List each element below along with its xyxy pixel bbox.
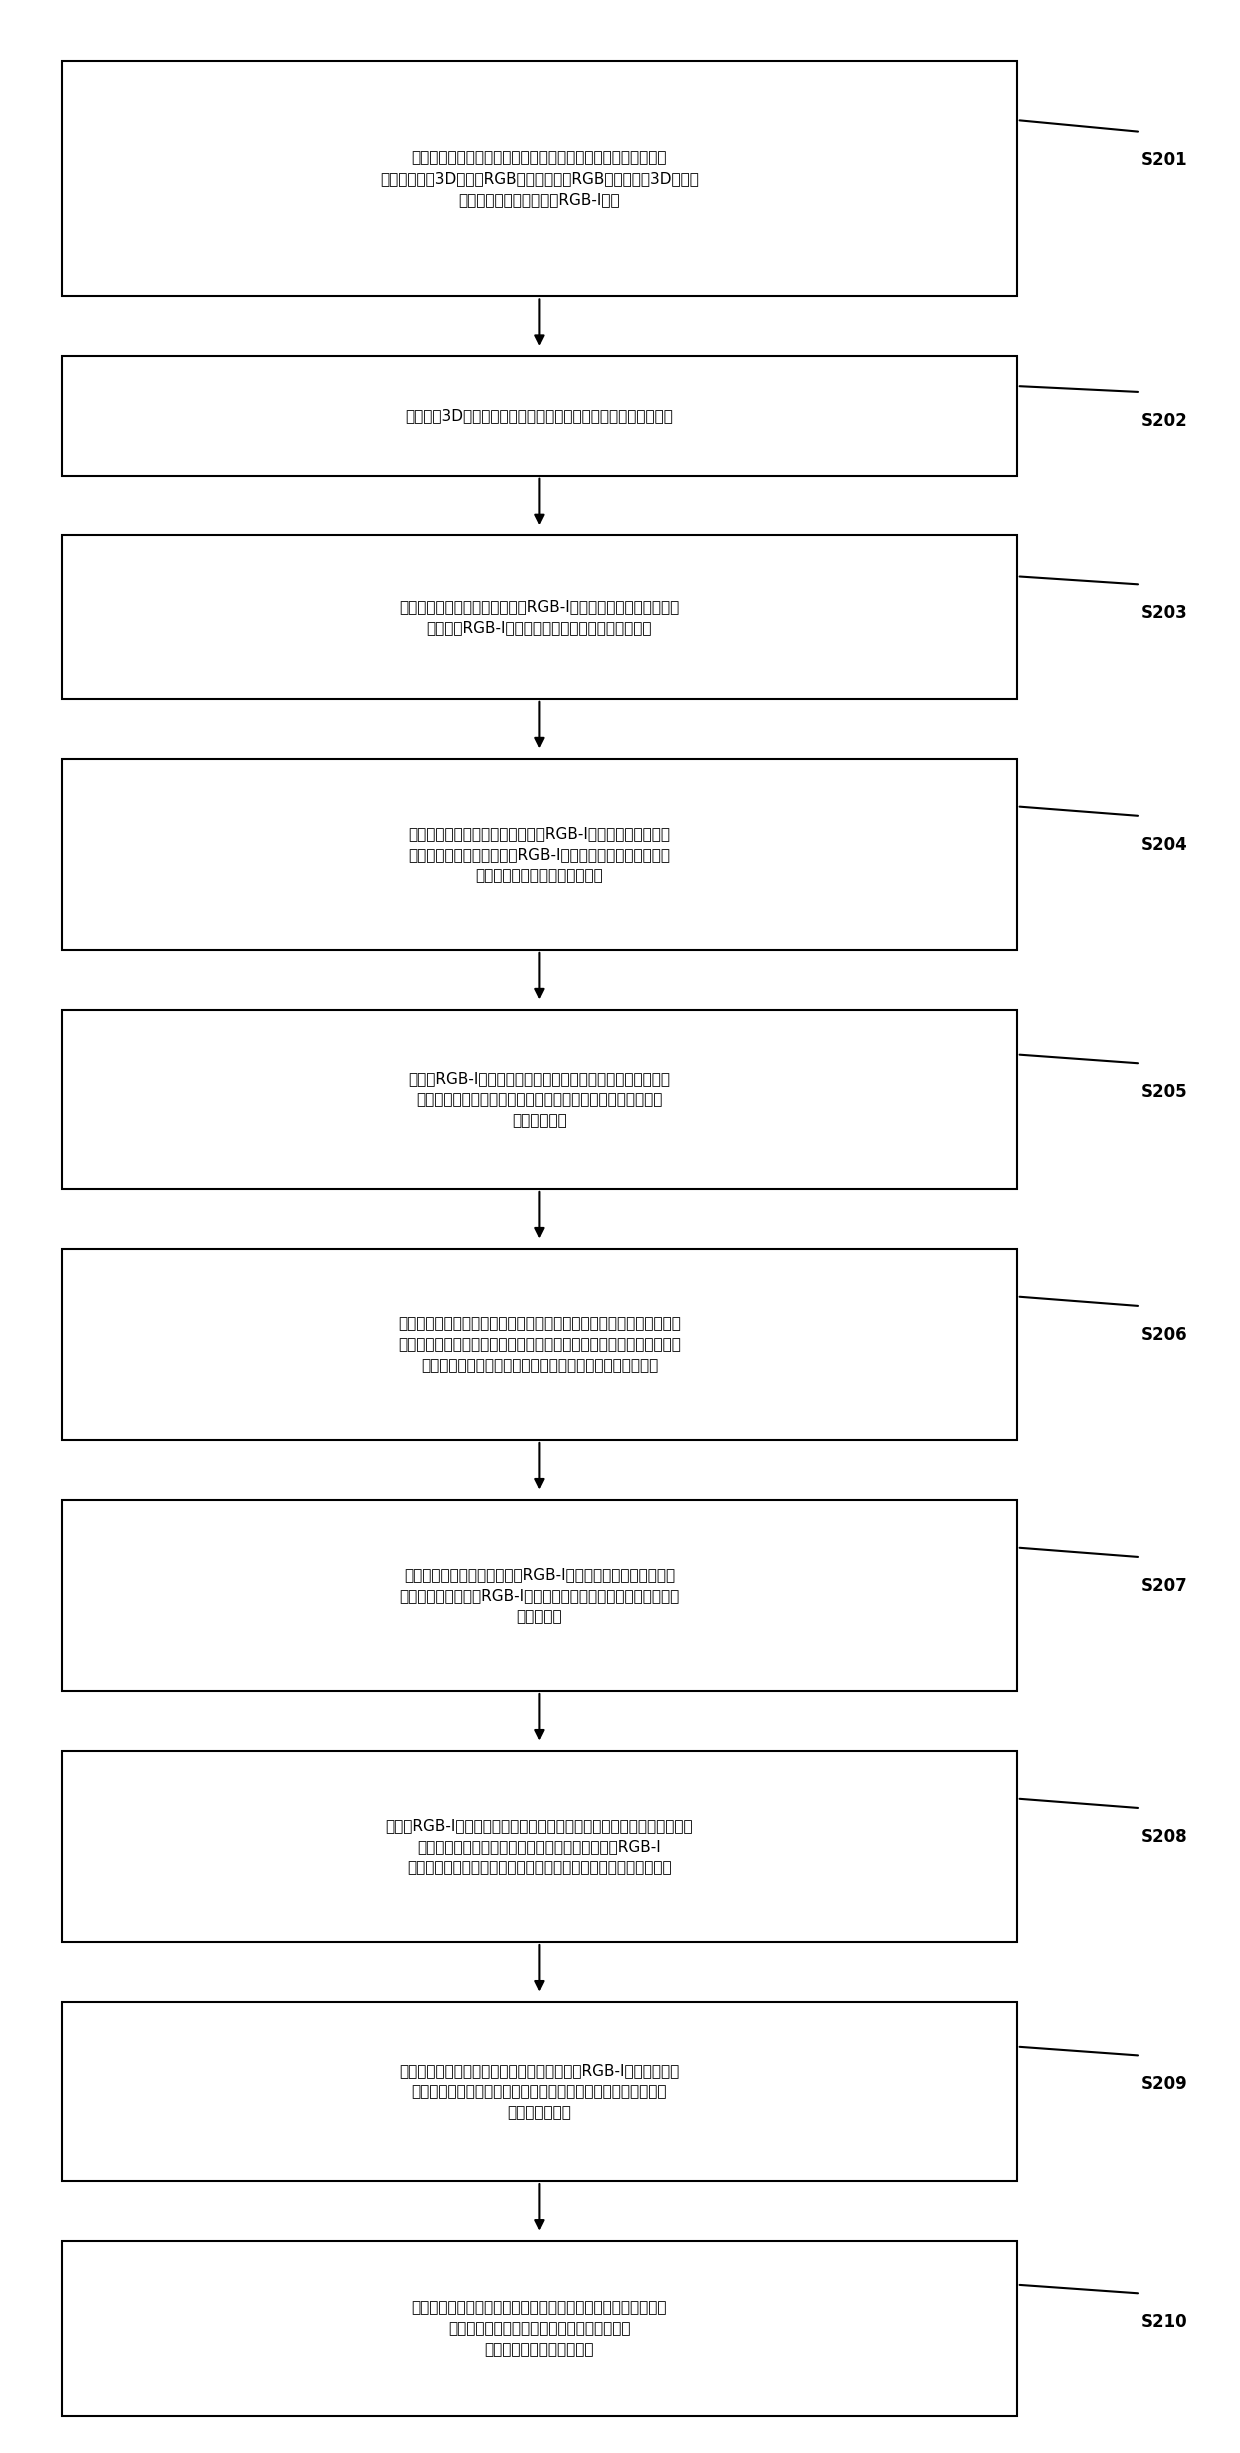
FancyBboxPatch shape	[62, 2002, 1017, 2181]
Text: S207: S207	[1141, 1577, 1188, 1594]
FancyBboxPatch shape	[62, 1499, 1017, 1690]
Text: S206: S206	[1141, 1325, 1188, 1344]
Text: S202: S202	[1141, 412, 1188, 429]
Text: S203: S203	[1141, 603, 1188, 623]
Text: 利用多层感知机对所述候选框特征融合图像进行处理，获取所述
候选框特征融合图像中目标对象的类别、三维
尺寸、三维位置与运动方向: 利用多层感知机对所述候选框特征融合图像进行处理，获取所述 候选框特征融合图像中目…	[412, 2301, 667, 2357]
Text: 利用卷积神经网络分别提取所述RGB-I图像与所述鸟瞰图的特征，
得到所述RGB-I图像的特征图与所述鸟瞰图的特征图: 利用卷积神经网络分别提取所述RGB-I图像与所述鸟瞰图的特征， 得到所述RGB-…	[399, 599, 680, 635]
Text: 分别获取智能车上安装的激光雷达与摄像头传感器采集到的预设
环境区域内的3D点云与RGB图像，将所述RGB图像与所述3D点云中
的反射率进行融合，生成RGB-I图: 分别获取智能车上安装的激光雷达与摄像头传感器采集到的预设 环境区域内的3D点云与…	[379, 150, 699, 209]
Text: 根据所述3D点云生成鸟瞰图，并依据所述鸟瞰图确定感兴趣区域: 根据所述3D点云生成鸟瞰图，并依据所述鸟瞰图确定感兴趣区域	[405, 410, 673, 424]
Text: S210: S210	[1141, 2313, 1188, 2330]
Text: 完成候选框权重赋权后，对加权处理后的所述RGB-I图像的候选框
特征图与所述鸟瞰图的候选框特征图进行跳跃式融合，得到候选
框特征融合图像: 完成候选框权重赋权后，对加权处理后的所述RGB-I图像的候选框 特征图与所述鸟瞰…	[399, 2063, 680, 2119]
Text: S201: S201	[1141, 152, 1188, 169]
FancyBboxPatch shape	[62, 1011, 1017, 1190]
FancyBboxPatch shape	[62, 2242, 1017, 2416]
Text: S208: S208	[1141, 1827, 1188, 1845]
FancyBboxPatch shape	[62, 61, 1017, 297]
FancyBboxPatch shape	[62, 1751, 1017, 1943]
FancyBboxPatch shape	[62, 758, 1017, 949]
Text: S209: S209	[1141, 2075, 1188, 2092]
Text: 利用多层感知机处理所述感兴趣区域特征融合图像，以初步预测所述预
设环境区域中目标的置信度、三维大小与位置，生成候选框，并根据所
述目标的置信度与预设置信度阈值，: 利用多层感知机处理所述感兴趣区域特征融合图像，以初步预测所述预 设环境区域中目标…	[398, 1315, 681, 1374]
FancyBboxPatch shape	[62, 356, 1017, 476]
FancyBboxPatch shape	[62, 535, 1017, 699]
Text: 将所述感兴趣区域分别投影至所述RGB-I图像的特征图与所述
鸟瞰图的特征图，得到所述RGB-I图像的感兴趣区域特征图与
所述鸟瞰图的感兴趣区域特征图: 将所述感兴趣区域分别投影至所述RGB-I图像的特征图与所述 鸟瞰图的特征图，得到…	[408, 827, 671, 883]
Text: S205: S205	[1141, 1084, 1188, 1101]
Text: 将所述候选框分别投影至所述RGB-I图像的特征图与所述鸟瞰图
的特征图，得到所述RGB-I图像的候选框特征图与所述鸟瞰图的候
选框特征图: 将所述候选框分别投影至所述RGB-I图像的特征图与所述鸟瞰图 的特征图，得到所述…	[399, 1567, 680, 1624]
Text: S204: S204	[1141, 836, 1188, 854]
FancyBboxPatch shape	[62, 1249, 1017, 1440]
Text: 将所述RGB-I图像的候选框特征图与所述鸟瞰图的候选框特征图调整至尺
寸一致后，基于所述注意力机制自适应地赋予所述RGB-I
图像的候选框特征图与所述鸟瞰图的候: 将所述RGB-I图像的候选框特征图与所述鸟瞰图的候选框特征图调整至尺 寸一致后，…	[386, 1818, 693, 1874]
Text: 将所述RGB-I图像的感兴趣区域特征图与所述鸟瞰图的感兴趣
区域特征图调整至尺寸一致后进行融合，得到所述感兴趣区域
特征融合图像: 将所述RGB-I图像的感兴趣区域特征图与所述鸟瞰图的感兴趣 区域特征图调整至尺寸…	[408, 1072, 671, 1128]
